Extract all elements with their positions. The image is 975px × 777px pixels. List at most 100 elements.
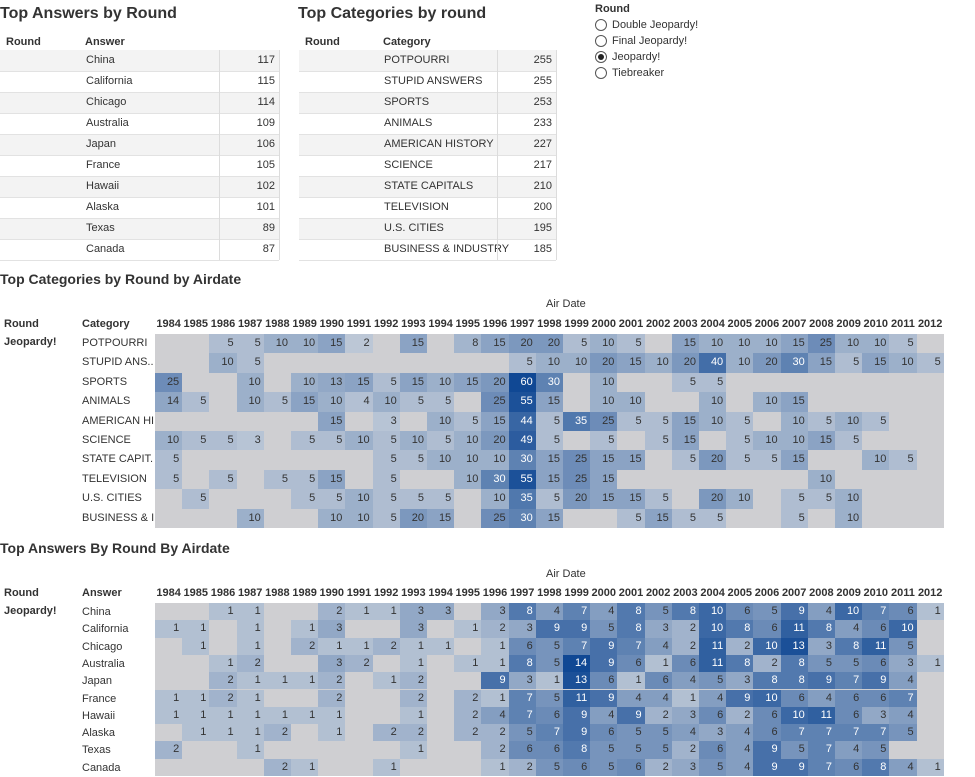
heatmap-cell[interactable]: 1 <box>236 724 264 742</box>
heatmap-cell[interactable]: 8 <box>807 620 835 638</box>
heatmap-cell[interactable]: 35 <box>563 411 591 431</box>
heatmap-cell[interactable]: 9 <box>807 672 835 690</box>
heatmap-cell[interactable]: 10 <box>291 334 319 354</box>
heatmap-cell[interactable]: 7 <box>807 741 835 759</box>
heatmap-cell[interactable]: 10 <box>835 508 863 528</box>
heatmap-cell[interactable]: 1 <box>399 706 427 725</box>
heatmap-cell[interactable]: 3 <box>236 431 264 451</box>
heatmap-cell[interactable]: 1 <box>372 672 400 690</box>
heatmap-cell[interactable]: 20 <box>563 489 591 509</box>
heatmap-cell[interactable]: 5 <box>372 469 400 490</box>
heatmap-cell[interactable]: 15 <box>617 353 645 373</box>
heatmap-cell[interactable]: 9 <box>726 689 754 707</box>
heatmap-cell[interactable]: 8 <box>454 334 482 354</box>
heatmap-cell[interactable]: 1 <box>236 706 264 725</box>
heatmap-cell[interactable]: 15 <box>535 450 563 470</box>
heatmap-cell[interactable]: 5 <box>508 724 536 742</box>
heatmap-cell[interactable]: 10 <box>835 411 863 431</box>
heatmap-cell[interactable]: 2 <box>726 706 754 725</box>
heatmap-cell[interactable]: 5 <box>889 724 917 742</box>
heatmap-cell[interactable]: 15 <box>590 469 618 490</box>
heatmap-cell[interactable]: 2 <box>481 741 509 759</box>
heatmap-cell[interactable]: 20 <box>590 353 618 373</box>
heatmap-cell[interactable]: 55 <box>508 469 536 490</box>
heatmap-cell[interactable]: 1 <box>291 758 319 776</box>
heatmap-cell[interactable]: 1 <box>236 603 264 621</box>
heatmap-cell[interactable]: 5 <box>807 411 835 431</box>
heatmap-cell[interactable]: 13 <box>563 672 591 690</box>
heatmap-cell[interactable]: 15 <box>590 489 618 509</box>
heatmap-cell[interactable]: 1 <box>155 706 183 725</box>
heatmap-cell[interactable]: 10 <box>726 334 754 354</box>
heatmap-cell[interactable]: 15 <box>780 450 808 470</box>
heatmap-cell[interactable]: 2 <box>263 724 291 742</box>
heatmap-cell[interactable]: 5 <box>508 353 536 373</box>
heatmap-cell[interactable]: 1 <box>399 741 427 759</box>
table-row[interactable] <box>0 218 279 239</box>
heatmap-cell[interactable]: 15 <box>481 334 509 354</box>
heatmap-cell[interactable]: 6 <box>671 654 699 673</box>
heatmap-cell[interactable]: 10 <box>862 334 890 354</box>
heatmap-cell[interactable]: 1 <box>291 620 319 638</box>
heatmap-cell[interactable]: 6 <box>753 724 781 742</box>
heatmap-cell[interactable]: 9 <box>753 758 781 776</box>
heatmap-cell[interactable]: 3 <box>726 672 754 690</box>
heatmap-cell[interactable]: 15 <box>807 353 835 373</box>
heatmap-cell[interactable]: 40 <box>699 353 727 373</box>
heatmap-cell[interactable]: 14 <box>155 392 183 412</box>
heatmap-cell[interactable]: 5 <box>644 603 672 621</box>
heatmap-cell[interactable]: 5 <box>427 431 455 451</box>
heatmap-cell[interactable]: 7 <box>862 603 890 621</box>
heatmap-cell[interactable]: 7 <box>617 637 645 655</box>
heatmap-cell[interactable]: 10 <box>780 411 808 431</box>
heatmap-cell[interactable]: 30 <box>481 469 509 490</box>
heatmap-cell[interactable]: 1 <box>916 654 944 673</box>
heatmap-cell[interactable]: 5 <box>916 353 944 373</box>
heatmap-cell[interactable]: 6 <box>699 706 727 725</box>
heatmap-cell[interactable]: 49 <box>508 431 536 451</box>
heatmap-cell[interactable]: 10 <box>263 334 291 354</box>
heatmap-cell[interactable]: 4 <box>644 637 672 655</box>
heatmap-cell[interactable]: 10 <box>699 620 727 638</box>
heatmap-cell[interactable]: 6 <box>835 758 863 776</box>
heatmap-cell[interactable]: 10 <box>753 689 781 707</box>
heatmap-cell[interactable]: 10 <box>780 706 808 725</box>
heatmap-cell[interactable]: 5 <box>617 724 645 742</box>
heatmap-cell[interactable]: 9 <box>590 637 618 655</box>
heatmap-cell[interactable]: 1 <box>644 654 672 673</box>
heatmap-cell[interactable]: 10 <box>399 431 427 451</box>
heatmap-cell[interactable]: 3 <box>318 654 346 673</box>
heatmap-cell[interactable]: 6 <box>590 724 618 742</box>
heatmap-cell[interactable]: 10 <box>780 431 808 451</box>
heatmap-cell[interactable]: 5 <box>617 334 645 354</box>
heatmap-cell[interactable]: 5 <box>671 450 699 470</box>
heatmap-cell[interactable]: 4 <box>889 672 917 690</box>
heatmap-cell[interactable]: 6 <box>835 706 863 725</box>
heatmap-cell[interactable]: 5 <box>726 431 754 451</box>
heatmap-cell[interactable]: 10 <box>481 489 509 509</box>
heatmap-cell[interactable]: 4 <box>889 758 917 776</box>
heatmap-cell[interactable]: 20 <box>399 508 427 528</box>
heatmap-cell[interactable]: 2 <box>209 689 237 707</box>
heatmap-cell[interactable]: 4 <box>726 758 754 776</box>
heatmap-cell[interactable]: 5 <box>535 654 563 673</box>
heatmap-cell[interactable]: 6 <box>862 620 890 638</box>
heatmap-cell[interactable]: 1 <box>236 637 264 655</box>
heatmap-cell[interactable]: 8 <box>726 620 754 638</box>
heatmap-cell[interactable]: 25 <box>807 334 835 354</box>
heatmap-cell[interactable]: 5 <box>862 741 890 759</box>
table-row[interactable] <box>299 176 556 197</box>
heatmap-cell[interactable]: 5 <box>889 637 917 655</box>
heatmap-cell[interactable]: 20 <box>699 489 727 509</box>
heatmap-cell[interactable]: 5 <box>780 741 808 759</box>
heatmap-cell[interactable]: 25 <box>590 411 618 431</box>
heatmap-cell[interactable]: 5 <box>644 411 672 431</box>
heatmap-cell[interactable]: 1 <box>263 706 291 725</box>
table-row[interactable] <box>0 92 279 113</box>
round-option[interactable]: Final Jeopardy! <box>595 33 687 49</box>
heatmap-cell[interactable]: 1 <box>345 603 373 621</box>
heatmap-cell[interactable]: 10 <box>726 489 754 509</box>
heatmap-cell[interactable]: 8 <box>780 672 808 690</box>
heatmap-cell[interactable]: 7 <box>862 724 890 742</box>
heatmap-cell[interactable]: 10 <box>726 353 754 373</box>
